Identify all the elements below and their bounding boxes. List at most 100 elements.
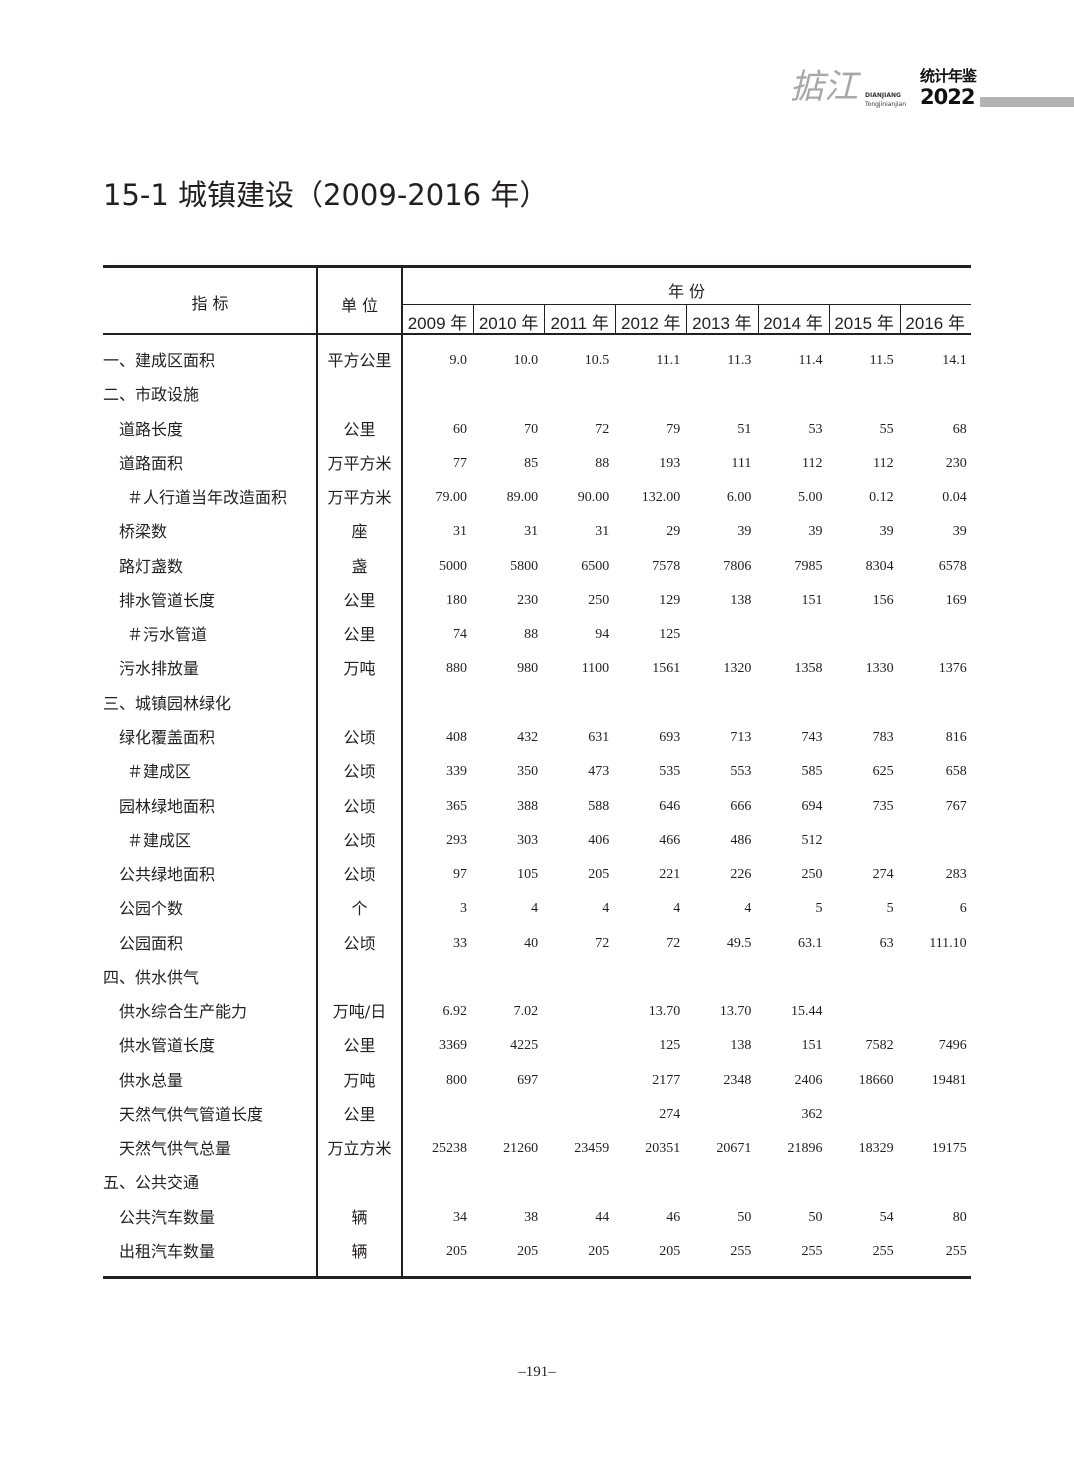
- row-unit: 公顷: [343, 762, 376, 782]
- cell-value: 205: [588, 1244, 610, 1260]
- row-label: 天然气供气管道长度: [119, 1104, 264, 1124]
- cell-value: 6578: [938, 558, 967, 574]
- table-row: 一、建成区面积 平方公里 9.0 10.0 10.5 11.1 11.3 11.4 11.5 14…: [103, 344, 971, 378]
- table-row: 道路面积 万平方米 77 85 88 193 111 112 112 230: [103, 447, 971, 481]
- cell-value: 693: [659, 729, 681, 745]
- row-label: 道路长度: [119, 419, 184, 439]
- year-group-rule: [402, 304, 971, 305]
- row-label: 四、供水供气: [103, 967, 200, 987]
- cell-value: 50: [737, 1209, 752, 1225]
- cell-value: 230: [517, 592, 539, 608]
- row-label: 二、市政设施: [103, 385, 200, 405]
- cell-value: 63: [879, 935, 894, 951]
- row-unit: 辆: [351, 1207, 368, 1227]
- table-row: 路灯盏数 盏 5000 5800 6500 7578 7806 7985 8304 6578: [103, 550, 971, 584]
- page-title: 15-1 城镇建设（2009-2016 年）: [103, 178, 549, 212]
- cell-value: 180: [446, 592, 467, 608]
- cell-value: 9.0: [449, 353, 468, 368]
- column-divider: [316, 267, 318, 1277]
- cell-value: 94: [595, 627, 610, 643]
- cell-value: 11.1: [656, 353, 681, 368]
- cell-value: 19175: [931, 1141, 967, 1157]
- cell-value: 783: [872, 729, 894, 745]
- cell-value: 10.0: [513, 353, 539, 368]
- row-unit: 公里: [343, 419, 376, 439]
- cell-value: 11.3: [727, 353, 752, 368]
- cell-value: 658: [945, 764, 967, 780]
- row-label: 排水管道长度: [119, 590, 216, 610]
- logo-yearbook-name: 统计年鉴: [920, 67, 977, 85]
- cell-value: 226: [730, 867, 752, 883]
- table-row: 公园个数 个 3 4 4 4 4 5 5 6: [103, 892, 971, 926]
- cell-value: 80: [952, 1209, 967, 1225]
- row-unit: 万吨/日: [332, 1002, 387, 1022]
- cell-value: 205: [659, 1244, 681, 1260]
- cell-value: 293: [446, 832, 467, 848]
- table-row: 公共汽车数量 辆 34 38 44 46 50 50 54 80: [103, 1201, 971, 1235]
- table-row: 公园面积 公顷 33 40 72 72 49.5 63.1 63 111.10: [103, 927, 971, 961]
- header-indicator: 指 标: [191, 294, 229, 313]
- cell-value: 365: [446, 798, 467, 814]
- row-label: 一、建成区面积: [103, 351, 216, 370]
- row-unit: 公里: [343, 1104, 376, 1124]
- cell-value: 585: [801, 764, 823, 780]
- table-row: 天然气供气管道长度 公里 274 362: [103, 1098, 971, 1132]
- cell-value: 88: [524, 627, 539, 643]
- cell-value: 5800: [510, 558, 539, 574]
- cell-value: 70: [524, 421, 539, 437]
- cell-value: 111.10: [929, 935, 967, 951]
- year-divider: [757, 305, 759, 334]
- cell-value: 631: [588, 729, 610, 745]
- cell-value: 50: [808, 1209, 823, 1225]
- cell-value: 39: [737, 524, 752, 540]
- cell-value: 255: [872, 1244, 894, 1260]
- year-header: 2016 年: [905, 314, 965, 333]
- cell-value: 125: [659, 627, 681, 643]
- year-divider: [899, 305, 901, 334]
- cell-value: 40: [524, 935, 539, 951]
- cell-value: 49.5: [726, 935, 752, 951]
- row-unit: 平方公里: [327, 351, 392, 370]
- row-label: ＃污水管道: [127, 625, 208, 645]
- cell-value: 79: [666, 421, 681, 437]
- cell-value: 713: [730, 729, 752, 745]
- year-divider: [615, 305, 617, 334]
- cell-value: 1100: [581, 661, 610, 677]
- row-label: 绿化覆盖面积: [119, 727, 216, 747]
- row-label: 公园面积: [119, 933, 184, 953]
- cell-value: 38: [524, 1209, 539, 1225]
- table-row: 二、市政设施: [103, 378, 971, 412]
- cell-value: 767: [945, 798, 967, 814]
- cell-value: 221: [659, 867, 681, 883]
- table-row: 绿化覆盖面积 公顷 408 432 631 693 713 743 783 816: [103, 721, 971, 755]
- cell-value: 72: [666, 935, 681, 951]
- row-unit: 万平方米: [327, 453, 392, 473]
- cell-value: 18329: [858, 1141, 894, 1157]
- cell-value: 20351: [645, 1141, 681, 1157]
- cell-value: 23459: [574, 1141, 610, 1157]
- table-row: 五、公共交通: [103, 1166, 971, 1200]
- cell-value: 2406: [794, 1072, 823, 1088]
- cell-value: 8304: [865, 558, 894, 574]
- cell-value: 88: [595, 455, 610, 471]
- table-row: 公共绿地面积 公顷 97 105 205 221 226 250 274 283: [103, 858, 971, 892]
- table-row: 桥梁数 座 31 31 31 29 39 39 39 39: [103, 515, 971, 549]
- cell-value: 432: [517, 729, 539, 745]
- cell-value: 33: [453, 935, 467, 951]
- cell-value: 535: [659, 764, 681, 780]
- cell-value: 2348: [723, 1072, 752, 1088]
- cell-value: 3369: [439, 1038, 467, 1054]
- year-divider: [828, 305, 830, 334]
- cell-value: 4: [531, 901, 539, 917]
- cell-value: 90.00: [577, 490, 610, 506]
- table-row: ＃污水管道 公里 74 88 94 125: [103, 618, 971, 652]
- cell-value: 486: [730, 832, 752, 848]
- cell-value: 89.00: [506, 490, 539, 506]
- cell-value: 6: [959, 901, 967, 917]
- cell-value: 1330: [865, 661, 894, 677]
- row-label: 公共绿地面积: [119, 865, 216, 885]
- cell-value: 19481: [931, 1072, 967, 1088]
- table-row: 供水总量 万吨 800 697 2177 2348 2406 18660 19481: [103, 1064, 971, 1098]
- row-label: 桥梁数: [119, 522, 168, 542]
